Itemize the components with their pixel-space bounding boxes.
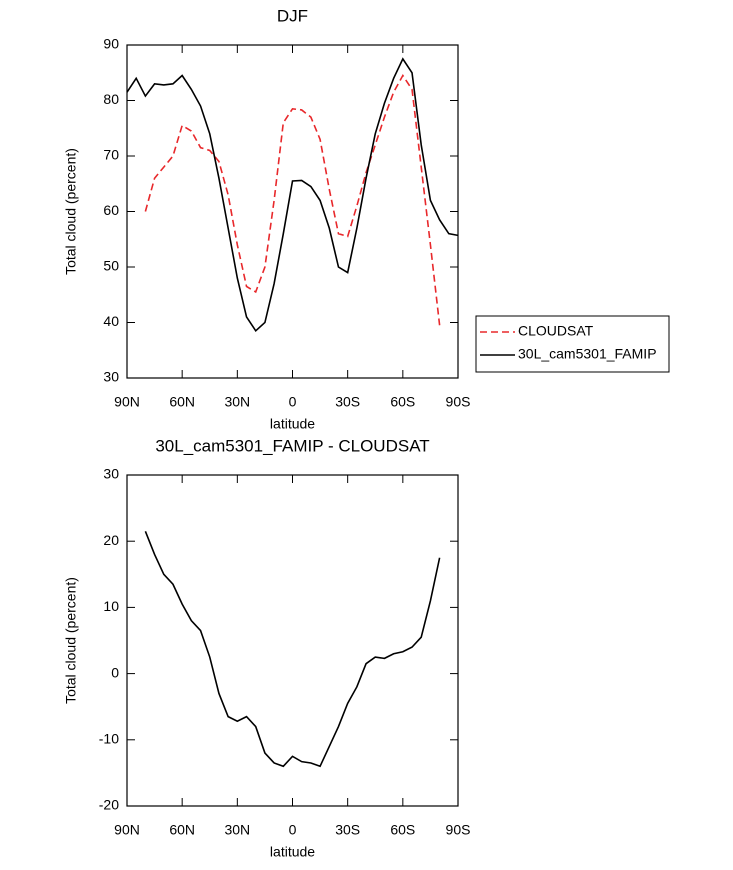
y-tick-label: 40: [103, 313, 119, 329]
y-tick-label: 30: [103, 369, 119, 385]
x-tick-label: 60N: [169, 822, 195, 838]
x-tick-label: 0: [289, 394, 297, 410]
x-tick-label: 90N: [114, 394, 140, 410]
plot-frame: [126, 474, 459, 807]
x-axis-label: latitude: [270, 416, 315, 432]
x-tick-label: 60N: [169, 394, 195, 410]
x-tick-label: 90S: [446, 822, 471, 838]
y-tick-label: 20: [103, 532, 119, 548]
x-tick-label: 30S: [335, 822, 360, 838]
x-tick-label: 30N: [224, 394, 250, 410]
y-tick-label: 60: [103, 202, 119, 218]
y-tick-label: -20: [99, 797, 119, 813]
y-tick-label: 10: [103, 598, 119, 614]
legend-box: [475, 315, 670, 373]
y-tick-label: 90: [103, 36, 119, 52]
x-tick-label: 30N: [224, 822, 250, 838]
legend-label: 30L_cam5301_FAMIP: [518, 346, 657, 362]
data-line: [144, 530, 441, 768]
y-axis-label: Total cloud (percent): [63, 577, 79, 704]
y-tick-label: -10: [99, 731, 119, 747]
y-tick-label: 70: [103, 147, 119, 163]
x-tick-label: 90N: [114, 822, 140, 838]
chart-title: DJF: [277, 6, 308, 25]
y-tick-label: 80: [103, 91, 119, 107]
x-tick-label: 60S: [390, 822, 415, 838]
x-tick-label: 60S: [390, 394, 415, 410]
x-tick-label: 30S: [335, 394, 360, 410]
x-axis-label: latitude: [270, 844, 315, 860]
data-line: [144, 73, 441, 326]
y-axis-label: Total cloud (percent): [63, 148, 79, 275]
y-tick-label: 50: [103, 258, 119, 274]
y-tick-label: 0: [111, 664, 119, 680]
data-line: [126, 57, 459, 333]
plot-frame: [126, 44, 459, 379]
legend-label: CLOUDSAT: [518, 323, 594, 339]
chart-title: 30L_cam5301_FAMIP - CLOUDSAT: [155, 436, 429, 455]
x-tick-label: 90S: [446, 394, 471, 410]
y-tick-label: 30: [103, 466, 119, 482]
x-tick-label: 0: [289, 822, 297, 838]
